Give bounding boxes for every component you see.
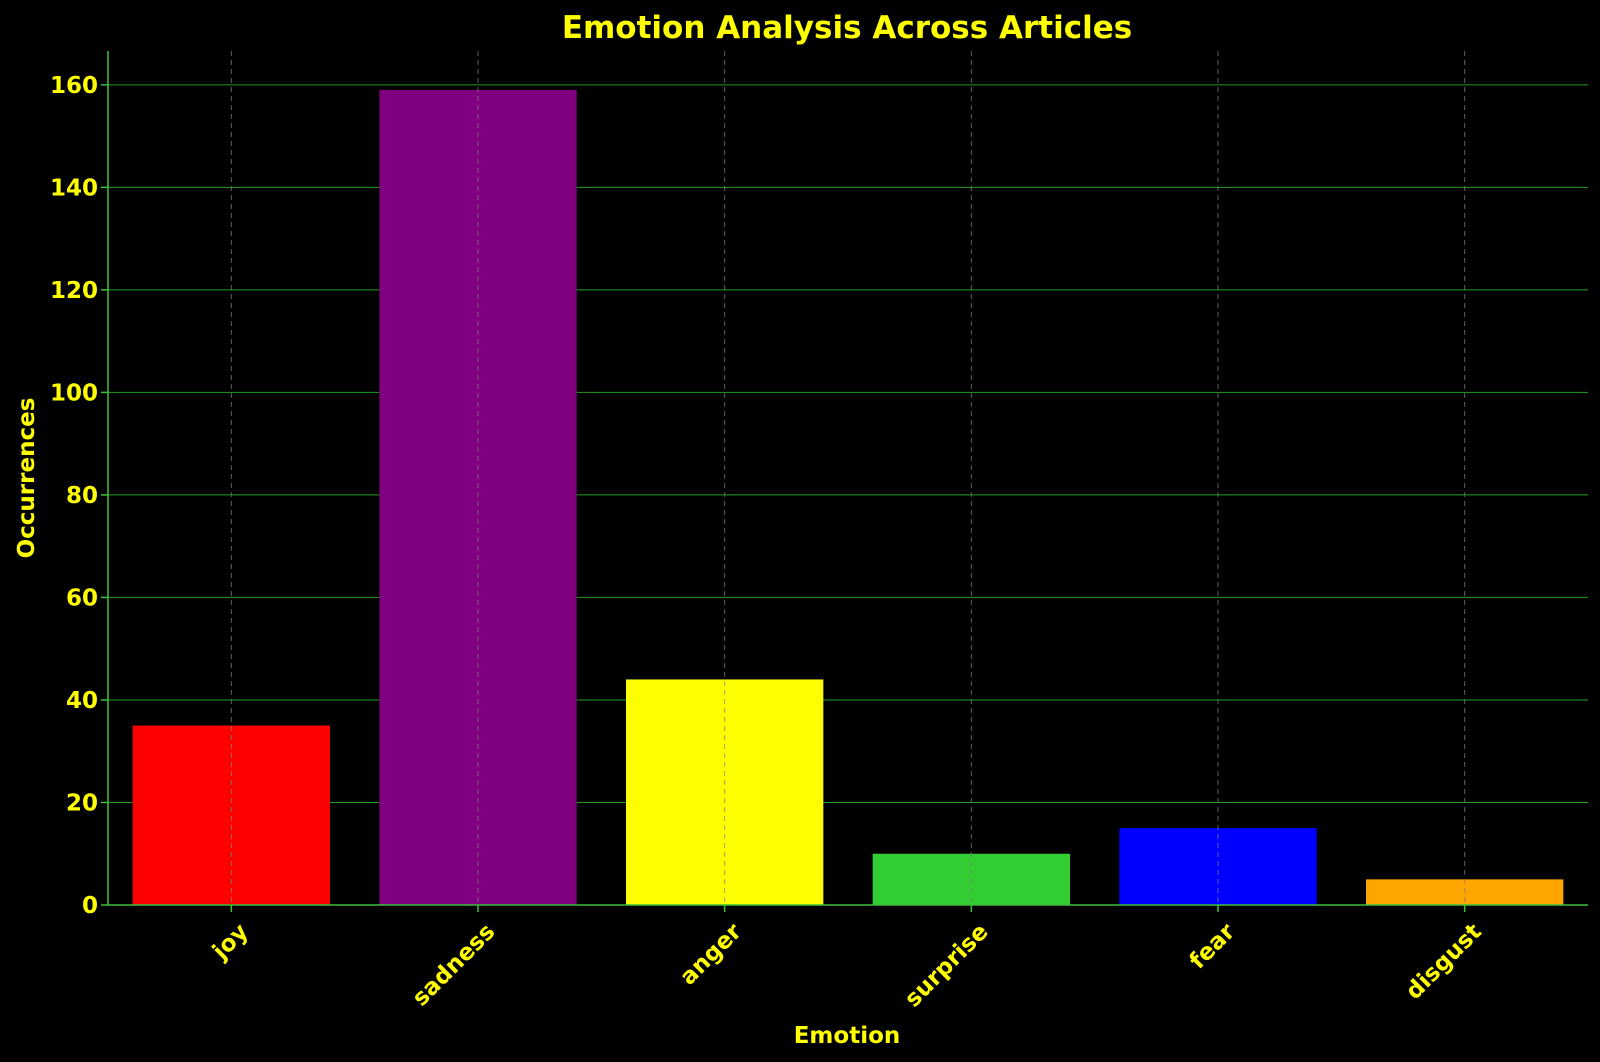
y-tick-label: 80 xyxy=(66,483,98,509)
axes xyxy=(101,51,1588,912)
x-tick-label-disgust: disgust xyxy=(1401,919,1487,1005)
y-tick-label: 20 xyxy=(66,790,98,816)
y-tick-label: 60 xyxy=(66,585,98,611)
x-tick-label-fear: fear xyxy=(1185,918,1241,974)
x-tick-label-surprise: surprise xyxy=(900,919,994,1013)
x-tick-label-joy: joy xyxy=(207,919,253,965)
x-tick-label-anger: anger xyxy=(675,918,747,990)
bars xyxy=(132,89,1564,905)
bar-joy xyxy=(132,725,330,905)
y-tick-label: 100 xyxy=(50,380,98,406)
y-axis-label: Occurrences xyxy=(14,398,40,559)
y-tick-label: 0 xyxy=(82,893,98,919)
chart-title: Emotion Analysis Across Articles xyxy=(562,10,1132,46)
x-axis-label: Emotion xyxy=(794,1023,901,1049)
y-tick-label: 160 xyxy=(50,73,98,99)
grid xyxy=(108,84,1588,803)
y-tick-label: 120 xyxy=(50,278,98,304)
bar-fear xyxy=(1119,828,1317,905)
y-tick-label: 140 xyxy=(50,175,98,201)
y-tick-label: 40 xyxy=(66,688,98,714)
x-tick-label-sadness: sadness xyxy=(408,919,501,1012)
